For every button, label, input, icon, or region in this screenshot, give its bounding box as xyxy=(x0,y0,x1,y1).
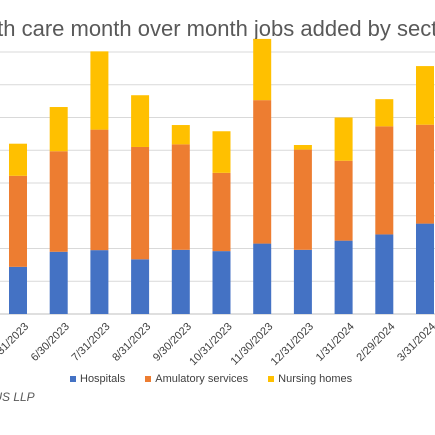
x-tick-label: 5/31/2023 xyxy=(0,321,31,364)
bar-amulatory-services-11/30/2023 xyxy=(253,100,272,244)
bar-amulatory-services-1/31/2024 xyxy=(334,160,353,241)
legend-swatch-ambulatory xyxy=(145,376,152,382)
x-tick-label: 9/30/2023 xyxy=(151,321,194,364)
bar-hospitals-6/30/2023 xyxy=(49,251,68,314)
bar-nursing-homes-6/30/2023 xyxy=(49,107,68,152)
x-tick-label: 12/31/2023 xyxy=(269,321,316,368)
bar-nursing-homes-2/29/2024 xyxy=(375,99,394,127)
chart-title: alth care month over month jobs added by… xyxy=(0,16,435,41)
bar-hospitals-11/30/2023 xyxy=(253,243,272,314)
bar-hospitals-5/31/2023 xyxy=(9,266,27,314)
bar-nursing-homes-3/31/2024 xyxy=(416,66,434,125)
x-tick-label: 1/31/2024 xyxy=(314,321,357,364)
bar-hospitals-3/31/2024 xyxy=(416,223,434,314)
bar-hospitals-1/31/2024 xyxy=(334,240,353,314)
bar-amulatory-services-2/29/2024 xyxy=(375,126,394,235)
legend-item-nursing: Nursing homes xyxy=(268,373,352,385)
bar-hospitals-7/31/2023 xyxy=(90,250,109,314)
bar-nursing-homes-11/30/2023 xyxy=(253,38,272,101)
legend-swatch-hospitals xyxy=(70,376,76,382)
bar-nursing-homes-12/31/2023 xyxy=(293,145,312,150)
bar-amulatory-services-8/31/2023 xyxy=(131,146,150,260)
bar-amulatory-services-5/31/2023 xyxy=(9,175,27,267)
bars xyxy=(9,38,434,314)
bar-amulatory-services-6/30/2023 xyxy=(49,151,68,252)
legend-swatch-nursing xyxy=(268,376,275,382)
bar-hospitals-12/31/2023 xyxy=(293,249,312,314)
bar-amulatory-services-7/31/2023 xyxy=(90,129,109,251)
bar-amulatory-services-12/31/2023 xyxy=(293,149,312,250)
source-note: M US LLP xyxy=(0,390,35,404)
bar-hospitals-9/30/2023 xyxy=(171,249,190,314)
bar-amulatory-services-10/31/2023 xyxy=(212,172,231,252)
bar-amulatory-services-9/30/2023 xyxy=(171,144,190,250)
bar-nursing-homes-7/31/2023 xyxy=(90,51,109,130)
legend-label-ambulatory: Amulatory services xyxy=(155,373,249,385)
x-tick-label: 8/31/2023 xyxy=(110,321,153,364)
bar-nursing-homes-1/31/2024 xyxy=(334,117,353,161)
bar-nursing-homes-10/31/2023 xyxy=(212,131,231,173)
bar-hospitals-2/29/2024 xyxy=(375,234,394,314)
bar-hospitals-8/31/2023 xyxy=(131,259,150,314)
legend-item-hospitals: Hospitals xyxy=(70,373,125,385)
bar-nursing-homes-9/30/2023 xyxy=(171,125,190,145)
legend-label-hospitals: Hospitals xyxy=(80,373,126,385)
bar-amulatory-services-3/31/2024 xyxy=(416,124,434,224)
legend: Hospitals Amulatory services Nursing hom… xyxy=(70,373,352,385)
x-tick-label: 2/29/2024 xyxy=(354,321,397,364)
x-axis-tick-labels: 5/31/20236/30/20237/31/20238/31/20239/30… xyxy=(0,321,435,368)
bar-nursing-homes-8/31/2023 xyxy=(131,95,150,147)
bar-nursing-homes-5/31/2023 xyxy=(9,143,27,176)
x-tick-label: 3/31/2024 xyxy=(395,321,435,364)
legend-label-nursing: Nursing homes xyxy=(278,373,353,385)
legend-item-ambulatory: Amulatory services xyxy=(145,373,248,385)
x-tick-label: 10/31/2023 xyxy=(187,321,234,368)
x-tick-label: 6/30/2023 xyxy=(29,321,72,364)
x-tick-label: 7/31/2023 xyxy=(70,321,113,364)
bar-hospitals-10/31/2023 xyxy=(212,251,231,314)
